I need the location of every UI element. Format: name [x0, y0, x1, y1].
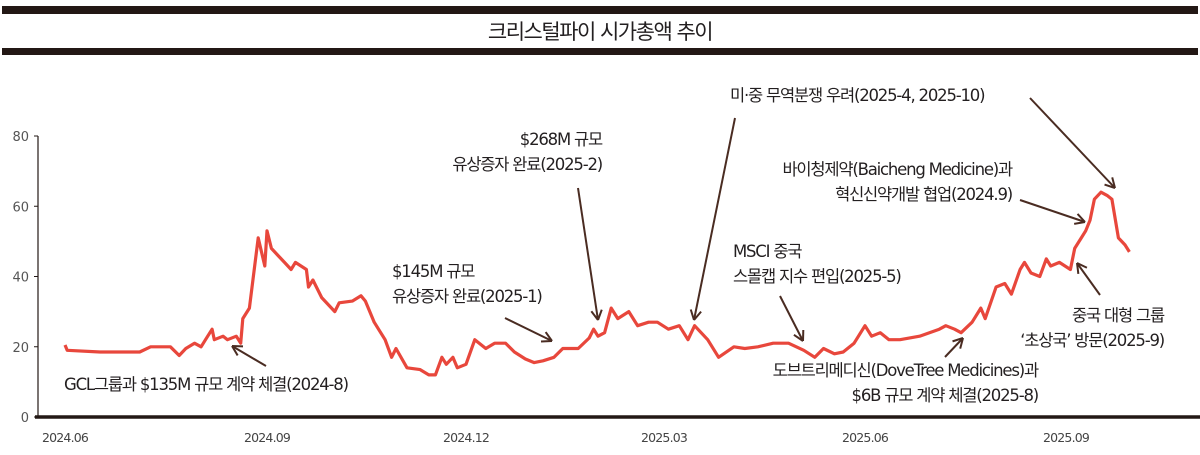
arrow-trade-war-1	[689, 117, 736, 321]
arrow-baicheng	[1019, 199, 1086, 225]
series-line	[63, 190, 1131, 377]
annotation-baicheng: 바이청제약(Baicheng Medicine)과 혁신신약개발 협업(2024…	[782, 157, 1013, 207]
chart-title: 크리스털파이 시가총액 추이	[487, 20, 714, 44]
annotation-268m: $268M 규모 유상증자 완료(2025-2)	[452, 127, 603, 177]
arrow-trade-war-2	[1029, 97, 1116, 189]
annotation-visit: 중국 대형 그룹 ‘초상국’ 방문(2025-9)	[1020, 303, 1165, 353]
x-tick-label: 2024.12	[443, 430, 489, 445]
x-tick-label: 2025.09	[1043, 430, 1090, 445]
annotation-gcl: GCL그룹과 $135M 규모 계약 체결(2024-8)	[64, 375, 349, 394]
x-tick-label: 2024.06	[42, 430, 89, 445]
x-tick-label: 2025.06	[842, 430, 889, 445]
annotation-visit-line1: 중국 대형 그룹	[1072, 306, 1165, 325]
annotation-visit-line2: ‘초상국’ 방문(2025-9)	[1020, 331, 1165, 350]
annotation-trade-war: 미·중 무역분쟁 우려(2025-4, 2025-10)	[730, 86, 986, 105]
annotation-msci-line1: MSCI 중국	[733, 242, 803, 261]
title-rule	[2, 48, 1198, 55]
annotation-145m-line2: 유상증자 완료(2025-1)	[392, 287, 543, 306]
arrow-visit	[1076, 262, 1101, 296]
arrow-268m	[577, 187, 603, 321]
arrow-msci	[779, 295, 805, 342]
annotation-dovetree: 도브트리메디신(DoveTree Medicines)과 $6B 규모 계약 체…	[772, 358, 1040, 408]
y-tick-label: 20	[12, 341, 29, 356]
annotation-145m-line1: $145M 규모	[392, 262, 475, 281]
annotation-268m-line2: 유상증자 완료(2025-2)	[452, 155, 603, 174]
annotation-msci: MSCI 중국 스몰캡 지수 편입(2025-5)	[733, 239, 902, 289]
arrow-145m	[504, 317, 553, 343]
x-tick-label: 2024.09	[244, 430, 291, 445]
y-tick-label: 0	[21, 411, 29, 426]
annotation-145m: $145M 규모 유상증자 완료(2025-1)	[392, 259, 543, 309]
y-tick-label: 60	[12, 200, 29, 215]
arrow-dovetree	[944, 337, 964, 358]
annotation-baicheng-line1: 바이청제약(Baicheng Medicine)과	[782, 160, 1013, 179]
arrow-gcl	[231, 345, 267, 367]
y-tick-label: 40	[12, 271, 29, 286]
y-tick-label: 80	[12, 130, 29, 145]
annotation-dovetree-line1: 도브트리메디신(DoveTree Medicines)과	[772, 361, 1040, 380]
annotation-dovetree-line2: $6B 규모 계약 체결(2025-8)	[851, 386, 1040, 405]
annotation-baicheng-line2: 혁신신약개발 협업(2024.9)	[835, 185, 1013, 204]
annotation-268m-line1: $268M 규모	[519, 130, 603, 149]
top-rule	[2, 6, 1198, 14]
annotation-msci-line2: 스몰캡 지수 편입(2025-5)	[733, 267, 902, 286]
x-tick-label: 2025.03	[641, 430, 687, 445]
